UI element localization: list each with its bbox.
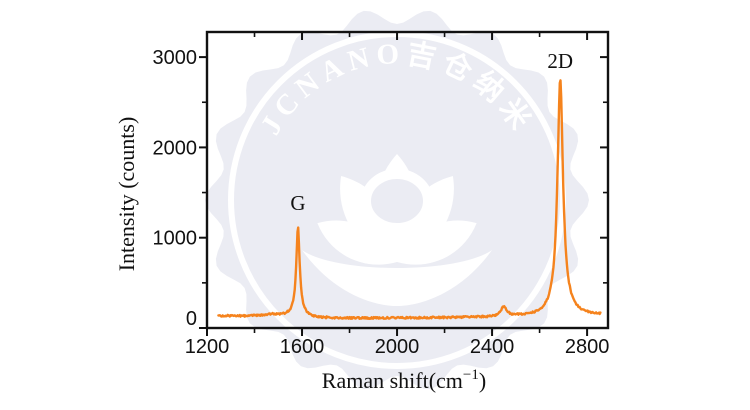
- peak-label: G: [290, 191, 305, 215]
- y-axis-title: Intensity (counts): [114, 117, 139, 272]
- plot-border: [205, 30, 610, 330]
- x-tick-label: 1200: [185, 336, 230, 358]
- watermark-lotus: [302, 154, 492, 306]
- y-tick-label: 0: [186, 308, 197, 330]
- spectrum-curve: [217, 79, 602, 320]
- x-axis-title: Raman shift(cm−1): [322, 367, 486, 393]
- x-tick-label: 2000: [375, 336, 420, 358]
- peak-label: 2D: [547, 49, 573, 73]
- y-tick-label: 1000: [153, 228, 198, 250]
- lotus-cup: [368, 224, 426, 260]
- lotus-bowl: [302, 250, 492, 306]
- x-tick-label: 1600: [280, 336, 325, 358]
- axis-tick-labels: 1200 1600 2000 2400 2800 0 1000 2000 3000: [153, 47, 610, 358]
- plot-area: 1200 1600 2000 2400 2800 0 1000 2000 3000 G 2D Ra…: [114, 30, 610, 393]
- lotus-center-bud: [361, 169, 433, 233]
- axis-ticks: [199, 32, 608, 336]
- x-tick-label: 2400: [470, 336, 515, 358]
- y-tick-label: 3000: [153, 47, 198, 69]
- x-tick-label: 2800: [565, 336, 610, 358]
- y-tick-label: 2000: [153, 137, 198, 159]
- peak-labels: G 2D: [290, 49, 573, 215]
